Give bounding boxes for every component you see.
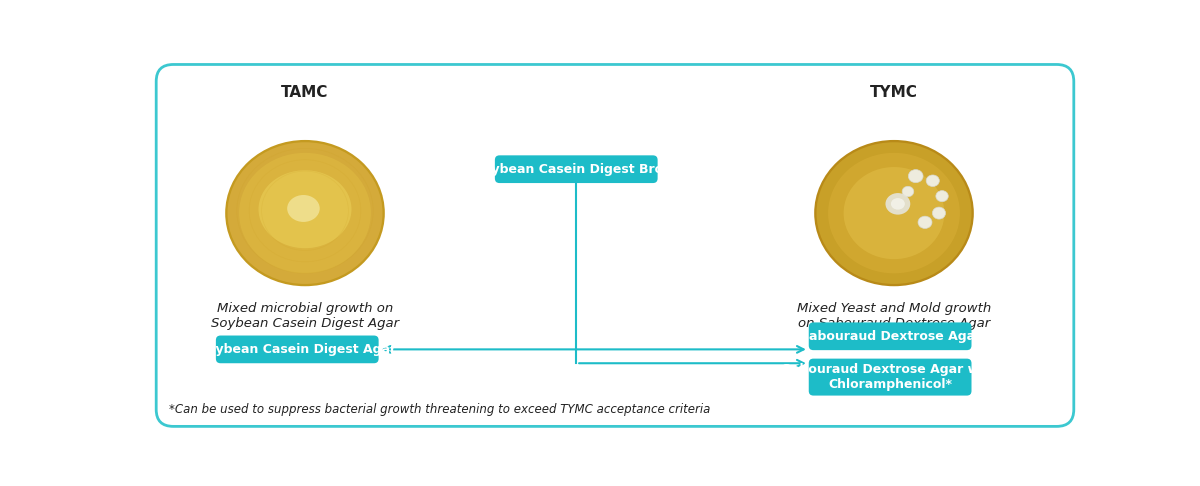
Text: Soybean Casein Digest Broth: Soybean Casein Digest Broth [474,163,678,176]
FancyBboxPatch shape [216,335,379,363]
Ellipse shape [816,142,972,284]
Ellipse shape [890,198,905,209]
Text: Mixed microbial growth on
Soybean Casein Digest Agar: Mixed microbial growth on Soybean Casein… [211,302,400,330]
Text: Sabouraud Dextrose Agar: Sabouraud Dextrose Agar [799,330,980,343]
Ellipse shape [239,153,371,273]
Ellipse shape [228,142,383,284]
Ellipse shape [258,170,352,248]
Ellipse shape [828,153,960,273]
Text: TAMC: TAMC [281,85,329,100]
Ellipse shape [918,216,932,228]
Ellipse shape [226,140,385,286]
Ellipse shape [932,207,946,219]
Ellipse shape [886,193,911,215]
Ellipse shape [844,167,944,259]
FancyBboxPatch shape [494,156,658,183]
FancyBboxPatch shape [156,65,1074,426]
Ellipse shape [814,140,974,286]
Ellipse shape [926,175,940,187]
Text: Soybean Casein Digest Agar: Soybean Casein Digest Agar [198,343,396,356]
Text: *Can be used to suppress bacterial growth threatening to exceed TYMC acceptance : *Can be used to suppress bacterial growt… [169,403,710,416]
Ellipse shape [908,170,923,183]
Text: TYMC: TYMC [870,85,918,100]
Ellipse shape [936,191,948,202]
FancyBboxPatch shape [809,359,972,396]
Text: Sabouraud Dextrose Agar with
Chloramphenicol*: Sabouraud Dextrose Agar with Chloramphen… [782,363,998,391]
Ellipse shape [902,186,913,197]
FancyBboxPatch shape [809,322,972,350]
Ellipse shape [287,195,319,222]
Text: Mixed Yeast and Mold growth
on Sabouraud Dextrose Agar: Mixed Yeast and Mold growth on Sabouraud… [797,302,991,330]
